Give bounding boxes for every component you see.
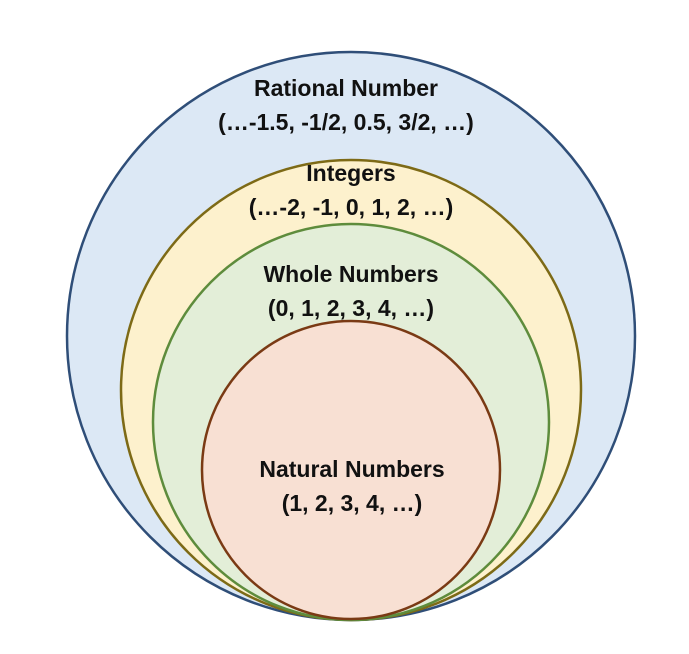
rational-number-examples: (…-1.5, -1/2, 0.5, 3/2, …) <box>218 109 474 135</box>
rational-number-label: Rational Number <box>254 75 438 101</box>
integers-label: Integers <box>306 160 395 186</box>
natural-numbers-label: Natural Numbers <box>259 456 444 482</box>
integers-examples: (…-2, -1, 0, 1, 2, …) <box>249 194 454 220</box>
natural-numbers-circle <box>200 319 502 621</box>
whole-numbers-label: Whole Numbers <box>263 261 438 287</box>
natural-numbers-set: Natural Numbers (1, 2, 3, 4, …) <box>200 319 502 621</box>
whole-numbers-examples: (0, 1, 2, 3, 4, …) <box>268 295 434 321</box>
natural-numbers-examples: (1, 2, 3, 4, …) <box>282 490 423 516</box>
